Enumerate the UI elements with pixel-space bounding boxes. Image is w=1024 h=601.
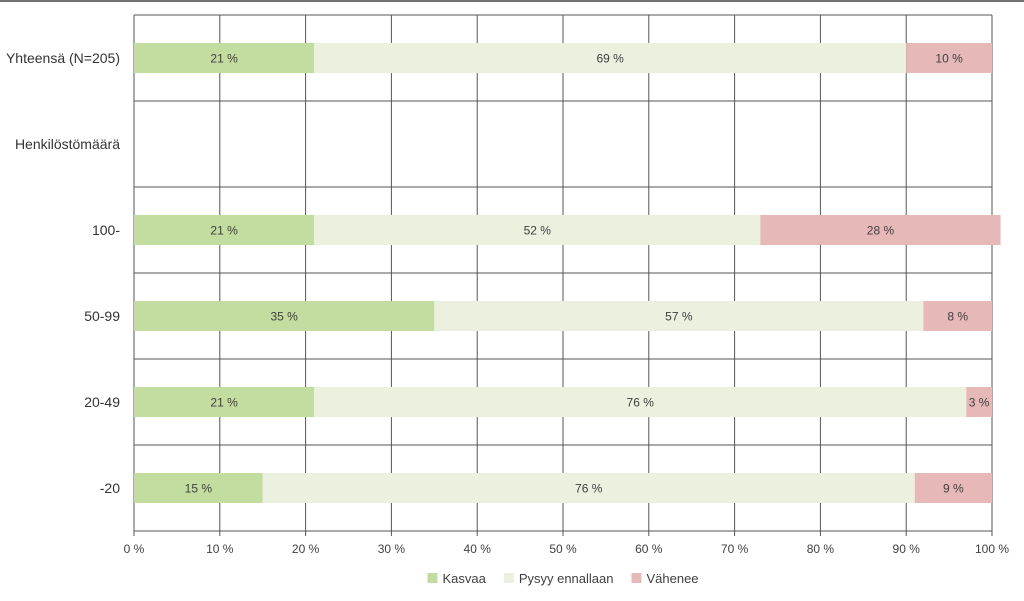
bar-pysyy-ennallaan-20-49 xyxy=(314,387,967,417)
legend-label-pysyy-ennallaan: Pysyy ennallaan xyxy=(519,571,614,586)
bar-pysyy-ennallaan-50-99 xyxy=(434,301,924,331)
x-tick-label: 10 % xyxy=(206,542,234,556)
category-label-20-49: 20-49 xyxy=(84,394,120,410)
category-labels: Yhteensä (N=205) Henkilöstömäärä 100- 50-99… xyxy=(6,50,120,496)
legend-label-v-henee: Vähenee xyxy=(646,571,698,586)
legend-swatch-v-henee xyxy=(631,573,642,583)
bar-v-henee-100 xyxy=(760,215,1001,245)
data-label-kasvaa-100: 21 % xyxy=(210,224,238,238)
data-label-kasvaa-yhteens-n-205: 21 % xyxy=(210,52,238,66)
data-label-v-henee-100: 28 % xyxy=(867,224,895,238)
data-label-pysyy-ennallaan-100: 52 % xyxy=(524,224,552,238)
data-label-pysyy-ennallaan-yhteens-n-205: 69 % xyxy=(597,52,625,66)
data-label-pysyy-ennallaan-20: 76 % xyxy=(575,482,603,496)
x-tick-label: 0 % xyxy=(124,542,145,556)
bar-kasvaa-yhteens-n-205 xyxy=(134,43,315,73)
x-tick-label: 70 % xyxy=(721,542,749,556)
bar-pysyy-ennallaan-yhteens-n-205 xyxy=(314,43,907,73)
category-label-20: -20 xyxy=(100,480,120,496)
data-label-v-henee-50-99: 8 % xyxy=(947,310,968,324)
bar-v-henee-50-99 xyxy=(923,301,992,331)
x-axis-ticks: 0 % 10 % 20 % 30 % 40 % 50 % 60 % 70 % 80 % 90 % 1… xyxy=(124,531,1009,556)
x-tick-label: 50 % xyxy=(549,542,577,556)
data-label-kasvaa-20: 15 % xyxy=(185,482,213,496)
gridlines xyxy=(133,14,993,532)
bar-kasvaa-20-49 xyxy=(134,387,315,417)
bar-v-henee-20-49 xyxy=(966,387,992,417)
bar-kasvaa-20 xyxy=(134,473,263,503)
data-label-v-henee-20-49: 3 % xyxy=(969,396,990,410)
legend: Kasvaa Pysyy ennallaan Vähenee xyxy=(427,571,699,586)
x-tick-label: 20 % xyxy=(292,542,320,556)
data-label-v-henee-yhteens-n-205: 10 % xyxy=(935,52,963,66)
data-label-pysyy-ennallaan-50-99: 57 % xyxy=(665,310,693,324)
legend-label-kasvaa: Kasvaa xyxy=(442,571,486,586)
x-tick-label: 80 % xyxy=(807,542,835,556)
x-tick-label: 30 % xyxy=(378,542,406,556)
category-label-henkil-st-m-r: Henkilöstömäärä xyxy=(15,136,120,152)
x-tick-label: 40 % xyxy=(464,542,492,556)
bar-kasvaa-100 xyxy=(134,215,315,245)
data-label-pysyy-ennallaan-20-49: 76 % xyxy=(627,396,655,410)
data-label-v-henee-20: 9 % xyxy=(943,482,964,496)
category-label-100: 100- xyxy=(92,222,120,238)
data-label-kasvaa-20-49: 21 % xyxy=(210,396,238,410)
data-labels: 21 % 69 % 10 % 21 % 52 % 28 % 35 % 57 % 8 % 21 % 7… xyxy=(185,52,990,496)
bars xyxy=(134,43,1001,503)
bar-v-henee-yhteens-n-205 xyxy=(906,43,992,73)
category-label-yhteens-n-205: Yhteensä (N=205) xyxy=(6,50,120,66)
bar-pysyy-ennallaan-20 xyxy=(262,473,915,503)
x-tick-label: 100 % xyxy=(975,542,1009,556)
legend-swatch-pysyy-ennallaan xyxy=(503,573,514,583)
x-tick-label: 90 % xyxy=(893,542,921,556)
category-label-50-99: 50-99 xyxy=(84,308,120,324)
data-label-kasvaa-50-99: 35 % xyxy=(270,310,298,324)
legend-swatch-kasvaa xyxy=(427,573,438,583)
x-tick-label: 60 % xyxy=(635,542,663,556)
bar-kasvaa-50-99 xyxy=(134,301,435,331)
bar-pysyy-ennallaan-100 xyxy=(314,215,761,245)
bar-v-henee-20 xyxy=(914,473,992,503)
